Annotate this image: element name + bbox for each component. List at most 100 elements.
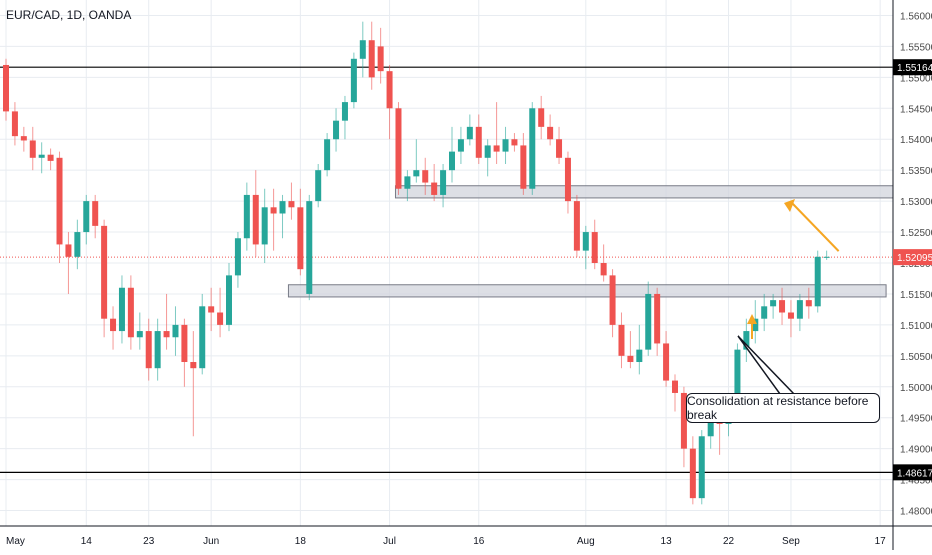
candle (823, 250, 830, 260)
x-tick-label: 17 (875, 536, 887, 547)
candle (101, 219, 108, 338)
candle (457, 126, 464, 164)
candle-body (279, 201, 286, 214)
candle (609, 269, 616, 338)
y-tick-label: 1.54500 (900, 104, 932, 115)
candle (814, 250, 821, 313)
candle-body (645, 293, 652, 350)
candle (493, 102, 500, 164)
y-tick-label: 1.49000 (900, 445, 932, 456)
candle (484, 139, 491, 177)
candle (136, 312, 143, 350)
candle-body (814, 256, 821, 307)
candle (163, 293, 170, 350)
candle (181, 318, 188, 387)
candle-body (787, 312, 794, 319)
candle-body (154, 331, 161, 369)
candle (538, 95, 545, 140)
candle (449, 126, 455, 183)
x-tick-label: Jul (383, 536, 396, 547)
candle-layer (3, 21, 830, 505)
candle (636, 324, 643, 375)
candle-body (618, 324, 625, 356)
candle (127, 275, 134, 350)
candle (386, 64, 393, 140)
candle (20, 126, 27, 152)
candle (341, 95, 348, 140)
candle-body (252, 194, 259, 245)
candle (743, 318, 750, 363)
current-price-label: 1.52095 (897, 253, 932, 264)
candle-body (743, 331, 750, 350)
candle-body (386, 71, 393, 109)
candle (297, 188, 304, 276)
candle-body (627, 355, 634, 363)
candle-body (529, 108, 536, 189)
candle-body (422, 170, 429, 183)
candle (645, 281, 652, 356)
candle-body (163, 331, 170, 338)
candle-body (413, 170, 420, 177)
candle (573, 194, 580, 257)
y-tick-label: 1.49500 (900, 414, 932, 425)
candle (556, 126, 563, 164)
candle-body (538, 108, 545, 127)
x-tick-label: 22 (723, 536, 735, 547)
y-tick-label: 1.50500 (900, 352, 932, 363)
candle-body (449, 151, 455, 171)
candle-body (805, 300, 812, 307)
y-tick-label: 1.48000 (900, 507, 932, 518)
x-tick-label: 13 (661, 536, 673, 547)
candle (395, 102, 402, 195)
candle-body (556, 139, 563, 158)
candle-body (779, 300, 786, 313)
line-layer (0, 66, 893, 473)
candle-body (395, 108, 402, 189)
candle (190, 331, 197, 437)
candle-body (3, 64, 9, 112)
candle-body (493, 145, 500, 152)
y-tick-label: 1.48500 (900, 476, 932, 487)
candle (413, 139, 420, 183)
candle (252, 170, 259, 257)
candle-body (520, 145, 527, 189)
candle-body (761, 306, 768, 319)
candle (83, 194, 90, 245)
candle (779, 287, 786, 325)
candle (502, 126, 509, 164)
candle-body (47, 154, 54, 161)
zone-layer (287, 185, 894, 298)
candle-body (591, 232, 598, 263)
candle-body (457, 139, 464, 152)
y-tick-label: 1.55500 (900, 42, 932, 53)
candle-body (609, 275, 616, 325)
candle (208, 287, 215, 332)
x-tick-label: Aug (577, 536, 595, 547)
y-tick-label: 1.52500 (900, 228, 932, 239)
candle (600, 244, 607, 282)
level-price-label: 1.55164 (897, 63, 932, 74)
candle (261, 188, 268, 263)
y-tick-label: 1.53000 (900, 197, 932, 208)
candle-body (689, 448, 696, 499)
candle-body (698, 436, 705, 499)
y-tick-label: 1.51000 (900, 321, 932, 332)
candle-body (654, 293, 661, 344)
candle-body (136, 331, 143, 338)
level-price-label: 1.48617 (897, 468, 932, 479)
candle (110, 306, 117, 350)
x-tick-label: 16 (473, 536, 485, 547)
candle (529, 102, 536, 195)
candle (654, 287, 661, 356)
candle (199, 293, 206, 375)
candle (315, 163, 322, 208)
candle (118, 275, 125, 344)
candle-body (127, 287, 134, 338)
candle-body (92, 201, 99, 226)
candle (324, 133, 331, 177)
candle-body (118, 287, 125, 332)
candle-body (484, 145, 491, 158)
